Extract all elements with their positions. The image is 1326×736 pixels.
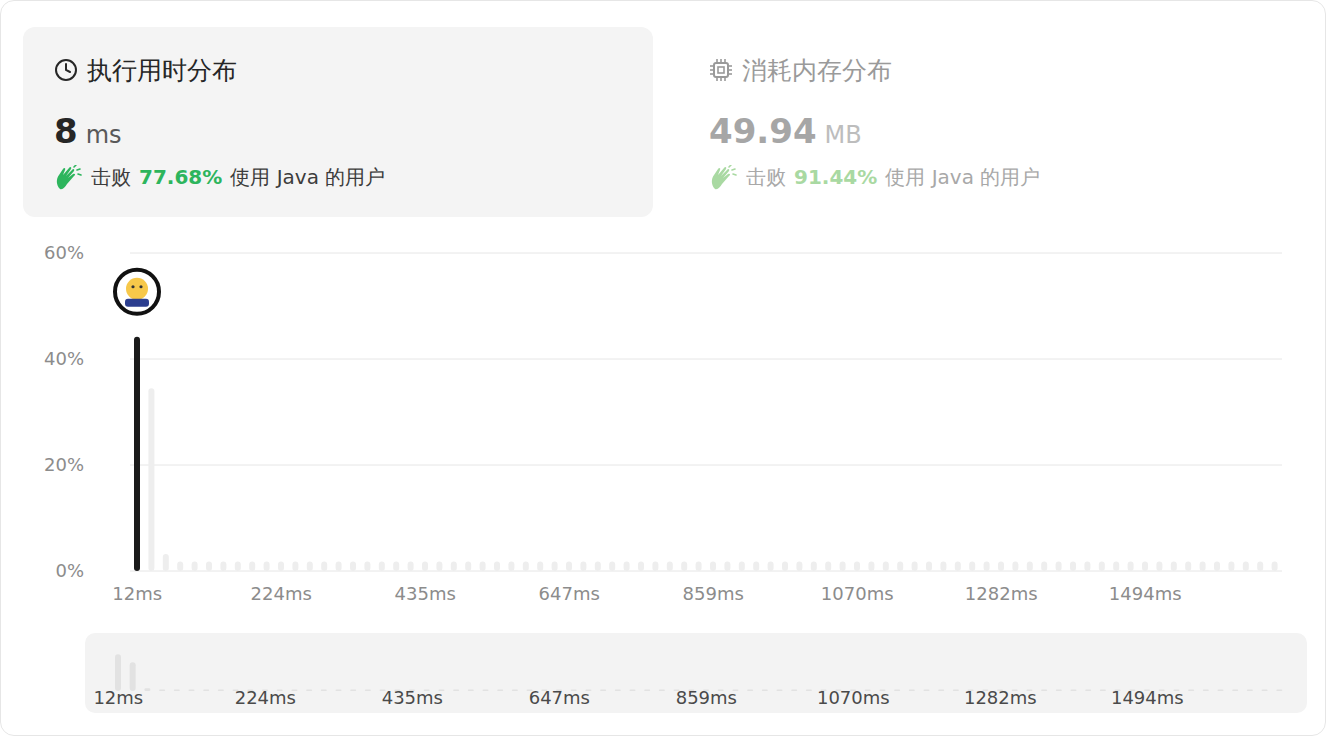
svg-text:435ms: 435ms <box>395 583 456 604</box>
svg-text:224ms: 224ms <box>251 583 312 604</box>
svg-text:435ms: 435ms <box>382 687 443 708</box>
svg-text:12ms: 12ms <box>93 687 143 708</box>
svg-text:859ms: 859ms <box>676 687 737 708</box>
svg-text:1494ms: 1494ms <box>1111 687 1184 708</box>
html-text:执行用时分布: 执行用时分布 <box>87 56 237 85</box>
html-text:49.94 MB: 49.94 MB <box>709 111 862 151</box>
svg-text:1282ms: 1282ms <box>964 687 1037 708</box>
svg-text:224ms: 224ms <box>235 687 296 708</box>
svg-text:1070ms: 1070ms <box>821 583 894 604</box>
svg-text:647ms: 647ms <box>529 687 590 708</box>
svg-text:0%: 0% <box>55 560 84 581</box>
svg-text:12ms: 12ms <box>112 583 162 604</box>
html-text:消耗内存分布: 消耗内存分布 <box>742 56 892 85</box>
svg-text:647ms: 647ms <box>539 583 600 604</box>
svg-text:1282ms: 1282ms <box>965 583 1038 604</box>
html-text:击败 77.68% 使用 Java 的用户: 击败 77.68% 使用 Java 的用户 <box>91 165 386 189</box>
svg-text:40%: 40% <box>44 348 84 369</box>
html-text:8 ms: 8 ms <box>54 111 122 151</box>
svg-text:1070ms: 1070ms <box>817 687 890 708</box>
svg-text:20%: 20% <box>44 454 84 475</box>
svg-text:60%: 60% <box>44 242 84 263</box>
svg-text:859ms: 859ms <box>683 583 744 604</box>
svg-text:1494ms: 1494ms <box>1109 583 1182 604</box>
html-text:击败 91.44% 使用 Java 的用户: 击败 91.44% 使用 Java 的用户 <box>746 165 1041 189</box>
